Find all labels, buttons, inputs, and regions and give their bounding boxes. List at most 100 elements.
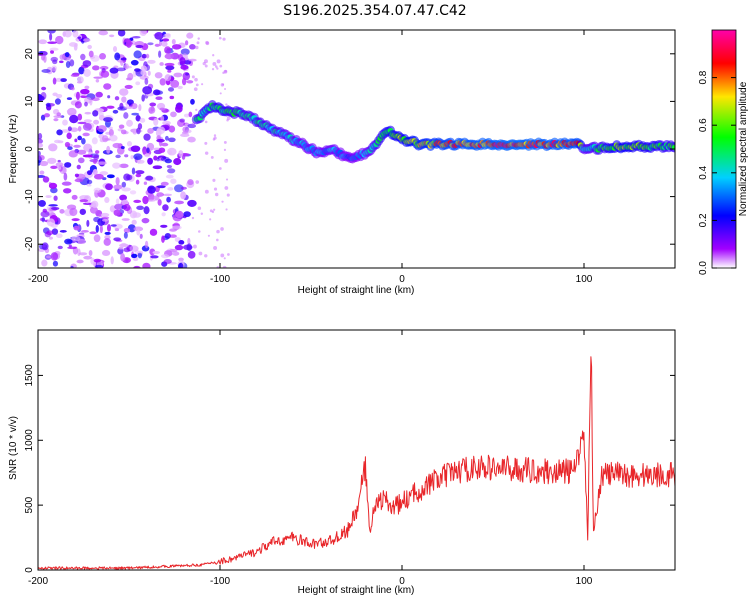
spectrogram-noise-cell [137, 123, 143, 130]
spectrogram-noise-cell [186, 80, 194, 84]
spectrogram-noise-cell [171, 39, 176, 45]
colorbar-tick-label: 0.4 [698, 165, 709, 179]
spectrogram-noise-cell [196, 41, 200, 45]
spectrogram-noise-cell [94, 150, 100, 154]
spectrogram-noise-cell [67, 146, 73, 151]
spectrogram-noise-cell [132, 36, 141, 39]
spectrogram-noise-cell [141, 53, 147, 59]
spectrogram-noise-cell [108, 126, 113, 130]
spectrogram-noise-cell [119, 194, 127, 201]
spectrogram-noise-cell [72, 30, 79, 38]
spectrogram-noise-cell [213, 208, 216, 211]
spectrogram-noise-cell [135, 44, 144, 49]
spectrogram-noise-cell [167, 168, 176, 174]
spectrogram-noise-cell [114, 203, 124, 210]
spectrogram-noise-cell [98, 30, 109, 36]
spectrogram-noise-cell [66, 132, 72, 140]
spectrogram-noise-cell [50, 165, 58, 169]
spectrogram-noise-cell [156, 185, 166, 189]
spectrogram-noise-cell [130, 155, 134, 160]
spectrogram-noise-cell [104, 231, 111, 235]
spectrogram-noise-cell [45, 255, 52, 259]
spectrogram-noise-cell [71, 218, 80, 222]
spectrogram-noise-cell [120, 253, 126, 262]
spectrogram-noise-cell [113, 65, 119, 69]
spectrogram-noise-cell [63, 30, 72, 38]
spectrogram-noise-cell [121, 96, 127, 103]
spectrogram-noise-cell [108, 128, 114, 137]
spectrogram-noise-cell [137, 252, 143, 259]
spectrogram-noise-cell [103, 117, 113, 123]
spectrogram-noise-cell [160, 115, 165, 122]
spectrogram-noise-cell [48, 143, 58, 152]
spectrogram-noise-cell [39, 170, 45, 175]
spectrogram-noise-cell [64, 238, 73, 245]
spectrogram-noise-cell [154, 32, 164, 40]
spectrogram-noise-cell [60, 78, 67, 83]
figure-title: S196.2025.354.07.47.C42 [283, 3, 466, 19]
spectrogram-noise-cell [187, 250, 196, 259]
spectrogram-noise-cell [137, 250, 144, 254]
spectrogram-noise-cell [142, 86, 153, 95]
spectrogram-noise-cell [46, 218, 56, 227]
spectrogram-noise-cell [64, 162, 72, 168]
spectrogram-noise-cell [175, 210, 184, 219]
spectrogram-noise-cell [157, 199, 162, 206]
spectrogram-noise-cell [191, 75, 195, 79]
spectrogram-noise-cell [149, 102, 157, 107]
spectrogram-noise-cell [80, 53, 86, 61]
spectrogram-noise-cell [159, 62, 164, 66]
spectrogram-noise-cell [222, 265, 227, 268]
spectrogram-noise-cell [193, 244, 197, 249]
spectrogram-noise-cell [164, 135, 169, 141]
spectrogram-noise-cell [169, 95, 175, 100]
snr-series-line [38, 356, 675, 570]
snr-y-ticks: 0 500 1000 1500 [24, 364, 675, 573]
spectrogram-noise-cell [174, 200, 184, 205]
spectrogram-noise-cell [93, 154, 99, 160]
spectrogram-noise-cell [161, 38, 170, 42]
spectrogram-noise-cell [62, 119, 68, 126]
spectrogram-noise-cell [52, 92, 58, 97]
colorbar-tick-label: 0.2 [698, 213, 709, 227]
spectrogram-noise-cell [224, 158, 229, 163]
spectrogram-noise-cell [164, 53, 174, 60]
spectrogram-noise-cell [76, 164, 81, 170]
spectrogram-noise-cell [105, 183, 113, 191]
spectrogram-noise-cell [164, 62, 175, 67]
spectrogram-noise-cell [95, 79, 100, 83]
spectrogram-noise-cell [77, 36, 82, 40]
spectrogram-noise-cell [138, 104, 142, 112]
spectrogram-noise-cell [147, 70, 151, 76]
spectrogram-noise-cell [93, 76, 103, 79]
spectrogram-noise-cell [79, 199, 89, 203]
spectrogram-noise-cell [42, 176, 50, 183]
spectrogram-noise-cell [38, 175, 46, 178]
spectrogram-noise-cell [135, 179, 140, 185]
spectrogram-noise-cell [156, 126, 166, 134]
spectrogram-noise-cell [131, 112, 140, 116]
spectrogram-noise-cell [171, 44, 182, 50]
spectrogram-noise-cell [200, 212, 204, 215]
spectrogram-noise-cell [113, 209, 121, 216]
spectrogram-noise-cell [154, 43, 160, 47]
spectrogram-noise-cell [147, 42, 154, 46]
spectrogram-noise-cell [69, 207, 78, 217]
spectrogram-noise-cell [177, 85, 183, 90]
spectrogram-noise-cell [147, 185, 156, 194]
spectrogram-noise-cell [225, 103, 228, 106]
spectrogram-noise-cell [54, 98, 61, 105]
spectrogram-noise-cell [180, 133, 190, 138]
colorbar-label: Normalized spectral amplitude [738, 81, 749, 216]
spectrogram-noise-cell [69, 59, 75, 67]
spectrogram-noise-cell [115, 154, 121, 159]
spectrogram-noise-cell [182, 126, 189, 133]
spectrogram-noise-cell [133, 153, 143, 161]
spectrogram-noise-cell [84, 111, 92, 115]
y-tick-label: 0 [24, 146, 35, 152]
spectrogram-noise-cell [51, 206, 60, 211]
spectrogram-noise-cell [48, 182, 58, 189]
spectrogram-noise-cell [59, 229, 67, 233]
spectrogram-noise-cell [83, 255, 93, 260]
x-tick-label: 0 [399, 576, 405, 587]
